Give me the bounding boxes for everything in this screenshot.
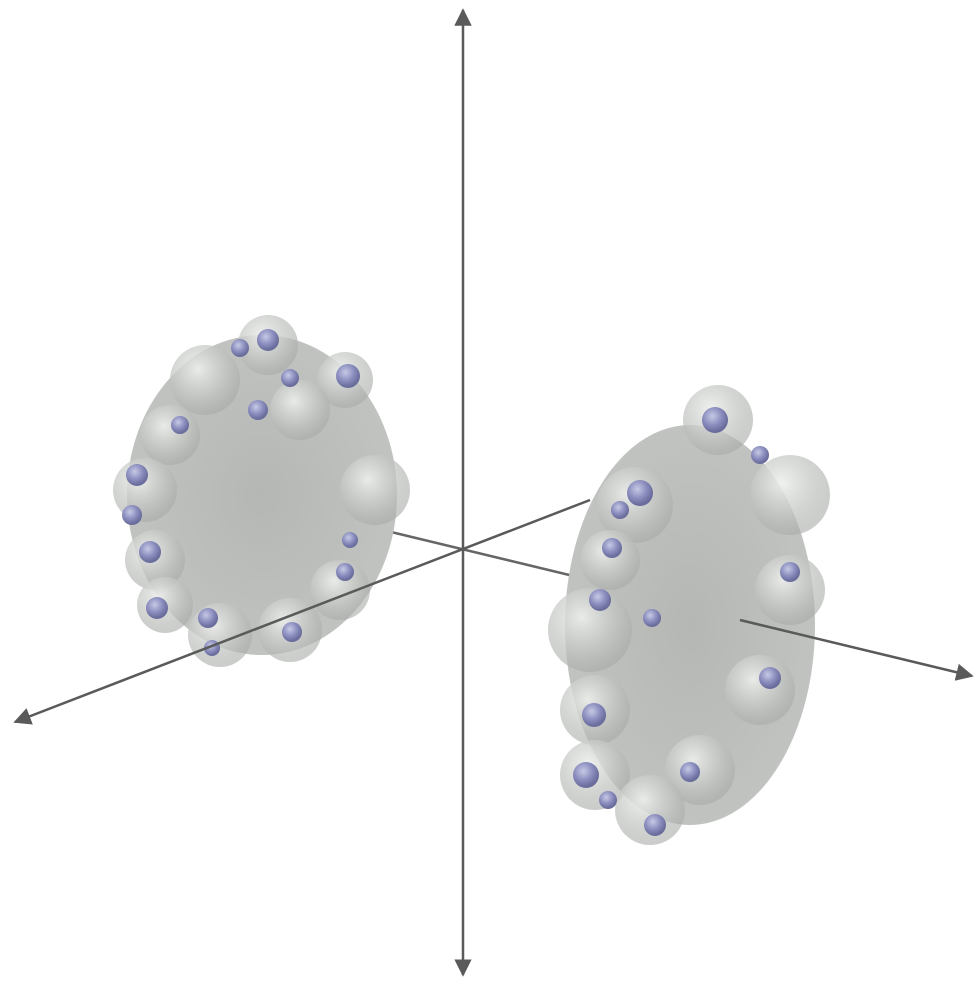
- atom: [248, 400, 268, 420]
- atom: [780, 562, 800, 582]
- sphere-shell: [340, 455, 410, 525]
- page: [0, 0, 977, 983]
- atom: [644, 814, 666, 836]
- atom: [126, 464, 148, 486]
- atom: [702, 407, 728, 433]
- atom: [336, 364, 360, 388]
- atom: [599, 791, 617, 809]
- sphere-shell: [170, 345, 240, 415]
- atom: [602, 538, 622, 558]
- atom: [611, 501, 629, 519]
- atom: [643, 609, 661, 627]
- atom: [146, 597, 168, 619]
- atom: [122, 505, 142, 525]
- sphere-shell: [140, 405, 200, 465]
- right-cluster: [548, 385, 830, 845]
- atom: [680, 762, 700, 782]
- atom: [589, 589, 611, 611]
- sphere-shell: [725, 655, 795, 725]
- sphere-shell: [750, 455, 830, 535]
- atom: [281, 369, 299, 387]
- atom: [171, 416, 189, 434]
- atom: [198, 608, 218, 628]
- sphere-shell: [270, 380, 330, 440]
- atom: [257, 329, 279, 351]
- scene: [0, 0, 977, 983]
- atom: [627, 480, 653, 506]
- atom: [231, 339, 249, 357]
- atom: [573, 762, 599, 788]
- atom: [282, 622, 302, 642]
- atom: [582, 703, 606, 727]
- atom: [139, 541, 161, 563]
- atom: [342, 532, 358, 548]
- left-cluster: [113, 315, 410, 667]
- atom: [336, 563, 354, 581]
- atom: [751, 446, 769, 464]
- atom: [759, 667, 781, 689]
